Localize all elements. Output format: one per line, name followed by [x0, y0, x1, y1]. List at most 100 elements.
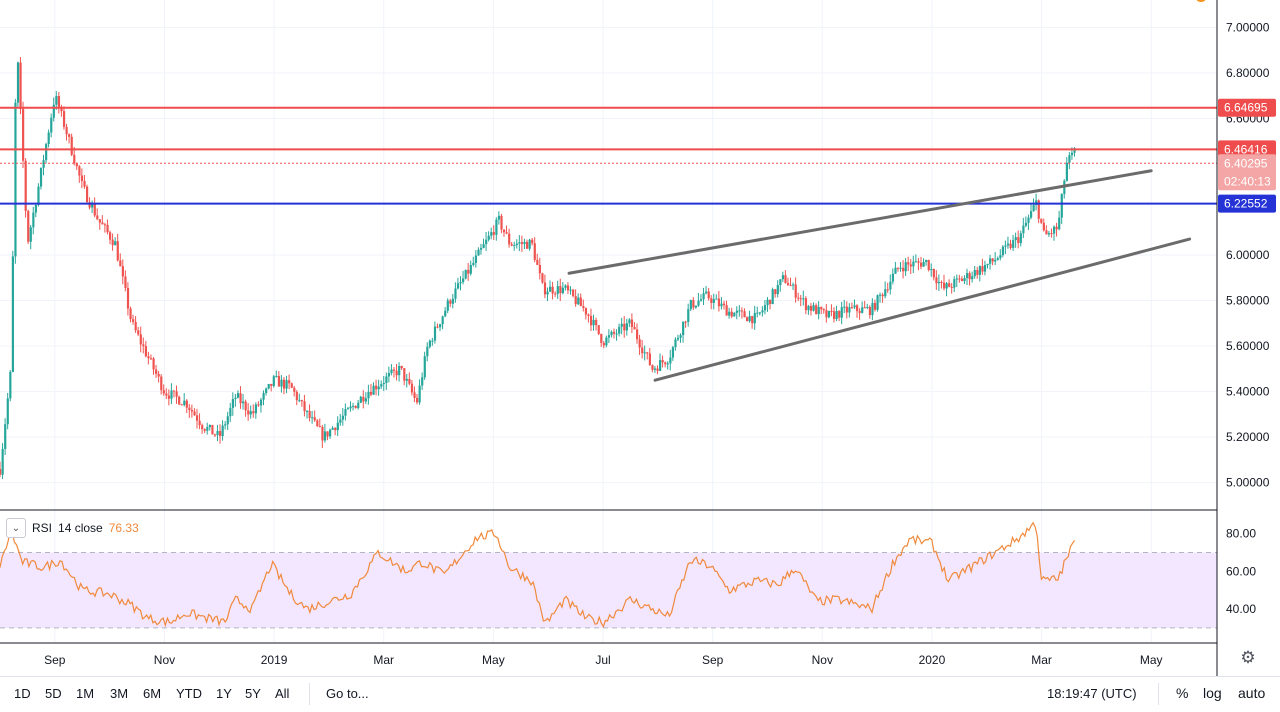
candle-body — [891, 273, 895, 282]
candle-body — [364, 398, 368, 402]
range-button-3m[interactable]: 3M — [110, 686, 129, 701]
candle-body — [1006, 243, 1010, 246]
utc-clock[interactable]: 18:19:47 (UTC) — [1047, 686, 1137, 701]
candle-body — [994, 259, 997, 262]
candle-body — [835, 310, 838, 319]
range-button-1d[interactable]: 1D — [14, 686, 31, 701]
candle-body — [960, 278, 964, 282]
candle-body — [14, 102, 17, 257]
rsi-axis[interactable]: 80.00 60.00 40.00 — [1226, 527, 1256, 616]
range-button-1m[interactable]: 1M — [76, 686, 95, 701]
log-toggle[interactable]: log — [1203, 685, 1222, 701]
candle-body — [1017, 237, 1020, 244]
candle-body — [971, 276, 974, 280]
candle-body — [789, 285, 792, 287]
candle-body — [270, 383, 273, 386]
candle-body — [454, 288, 457, 299]
candle-body — [308, 410, 311, 418]
range-button-5d[interactable]: 5D — [45, 686, 62, 701]
price-axis[interactable]: 7.000006.800006.600006.000005.800005.600… — [1226, 20, 1270, 489]
candle-body — [1027, 217, 1030, 223]
range-button-ytd[interactable]: YTD — [176, 686, 202, 701]
candle-body — [19, 62, 22, 110]
candle-body — [582, 306, 585, 309]
alert-icon[interactable] — [1195, 0, 1207, 2]
candle-body — [1012, 240, 1015, 248]
auto-toggle[interactable]: auto — [1238, 685, 1266, 701]
go-to-button[interactable]: Go to... — [326, 686, 369, 701]
candle-body — [50, 117, 53, 133]
candle-body — [966, 273, 969, 279]
candle-body — [871, 302, 874, 316]
candle-body — [881, 294, 884, 297]
candle-body — [1019, 233, 1022, 244]
range-button-5y[interactable]: 5Y — [245, 686, 261, 701]
candle-body — [799, 298, 802, 300]
candle-body — [528, 239, 531, 249]
candle-body — [950, 286, 953, 288]
candle-body — [904, 262, 907, 272]
candle-body — [725, 305, 728, 316]
time-axis[interactable]: Sep Nov 2019 Mar May Jul Sep Nov 2020 Mar May — [44, 653, 1162, 667]
candle-body — [1073, 148, 1076, 153]
price-grid — [0, 0, 1217, 643]
collapse-icon[interactable]: ⌄ — [6, 518, 26, 538]
candle-body — [280, 379, 283, 387]
candle-body — [37, 186, 40, 206]
candle-body — [508, 233, 511, 245]
candle-body — [536, 259, 539, 265]
candle-body — [98, 219, 101, 223]
candle-body — [707, 291, 710, 299]
range-button-6m[interactable]: 6M — [143, 686, 162, 701]
candle-body — [825, 310, 828, 318]
candle-body — [876, 295, 879, 310]
candle-body — [699, 299, 703, 301]
candle-body — [106, 224, 109, 233]
candle-body — [1037, 200, 1040, 219]
candle-body — [999, 255, 1002, 259]
candle-body — [93, 204, 96, 216]
candle-body — [1050, 233, 1053, 235]
candle-body — [444, 310, 447, 317]
candle-body — [109, 232, 112, 240]
time-tick-label: 2019 — [261, 653, 288, 667]
candle-body — [55, 96, 58, 105]
trendline[interactable] — [567, 169, 1153, 275]
candle-body — [349, 406, 352, 409]
candle-body — [359, 396, 362, 403]
candle-body — [771, 289, 774, 305]
candle-body — [116, 241, 119, 261]
level-price-badge — [1218, 140, 1276, 159]
range-button-1y[interactable]: 1Y — [216, 686, 232, 701]
range-button-all[interactable]: All — [275, 686, 290, 701]
candle-body — [902, 267, 905, 272]
candle-body — [935, 277, 938, 284]
candle-body — [592, 319, 595, 326]
settings-gear-icon[interactable]: ⚙ — [1240, 648, 1256, 667]
candle-body — [636, 329, 639, 340]
candle-body — [288, 380, 291, 384]
price-tick-label: 6.00000 — [1226, 248, 1270, 262]
percent-toggle[interactable]: % — [1176, 685, 1189, 701]
candle-body — [784, 275, 787, 283]
candle-body — [804, 298, 808, 311]
candle-body — [449, 300, 452, 304]
candle-body — [149, 358, 153, 360]
candle-body — [914, 261, 918, 263]
trendlines[interactable] — [567, 169, 1192, 382]
trendline[interactable] — [653, 237, 1192, 382]
candle-body — [52, 104, 55, 118]
candle-body — [459, 282, 462, 284]
candle-body — [257, 404, 260, 406]
candle-body — [827, 310, 831, 318]
rsi-tick-label: 40.00 — [1226, 602, 1256, 616]
candle-body — [577, 297, 580, 305]
candle-body — [917, 261, 920, 263]
candle-body — [326, 431, 329, 437]
level-price-badge-text: 6.46416 — [1224, 142, 1268, 156]
candle-body — [774, 289, 777, 295]
candle-body — [254, 404, 258, 414]
horizontal-levels[interactable] — [0, 106, 1217, 205]
candle-body — [628, 319, 631, 324]
